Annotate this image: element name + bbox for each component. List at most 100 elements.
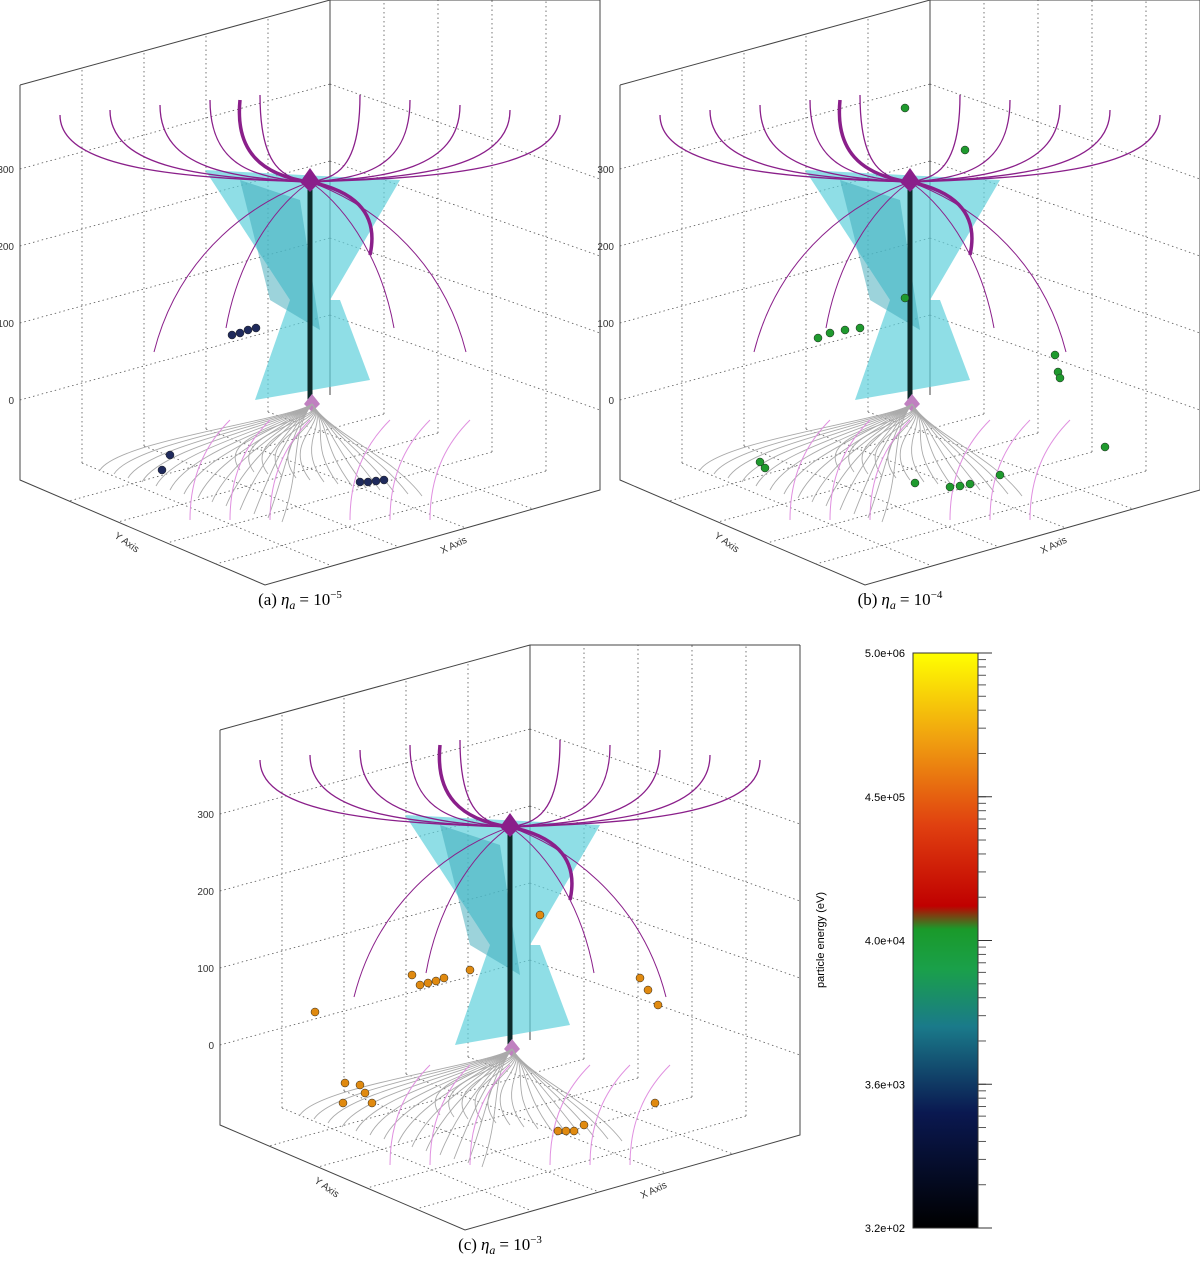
colorbar-tick-label: 3.6e+03 (865, 1079, 905, 1091)
field-line (313, 1048, 513, 1120)
z-tick-label: 100 (0, 319, 14, 330)
field-line (881, 403, 913, 523)
field-line (867, 403, 913, 519)
caption-label: (b) (858, 590, 878, 609)
caption: (a) ηa = 10−5 (258, 589, 342, 612)
field-line (589, 1064, 631, 1166)
caption-subscript: a (489, 1243, 495, 1257)
field-line (109, 109, 311, 183)
box-edge (19, 0, 600, 86)
grid-line (815, 470, 1147, 565)
caption-exponent: −4 (931, 589, 943, 601)
particle (415, 980, 425, 990)
field-line (237, 99, 311, 184)
particle (355, 1080, 365, 1090)
caption-subscript: a (890, 598, 896, 612)
grid-line (929, 237, 1200, 334)
grid-line (529, 882, 801, 979)
field-line (309, 754, 511, 828)
particle (157, 465, 167, 475)
caption-subscript: a (289, 598, 295, 612)
caption-relation: = 10 (499, 1235, 530, 1254)
field-line (481, 1048, 513, 1168)
particle (1055, 373, 1065, 383)
particle (439, 973, 449, 983)
grid-line (405, 1073, 667, 1174)
field-line (509, 749, 661, 828)
field-line (709, 109, 911, 183)
field-line (753, 181, 911, 353)
field-line (713, 403, 913, 475)
field-line (389, 419, 431, 521)
field-line (909, 99, 1011, 183)
field-line (909, 180, 974, 256)
particle (825, 328, 835, 338)
x-axis-label: X Axis (639, 1180, 669, 1202)
field-line (911, 403, 1023, 497)
grid-line (929, 83, 1200, 180)
z-tick-label: 200 (197, 887, 214, 898)
caption-exponent: −3 (530, 1234, 542, 1246)
particle (995, 470, 1005, 480)
grid-line (529, 805, 801, 902)
field-line (829, 419, 871, 521)
grid-line (805, 428, 1067, 529)
field-line (809, 99, 911, 183)
field-line (349, 419, 391, 521)
field-line (909, 114, 1161, 183)
caption-symbol: η (881, 590, 889, 609)
particle (643, 985, 653, 995)
field-line (861, 403, 915, 475)
field-line (769, 403, 913, 491)
field-line (909, 181, 1067, 353)
z-tick-label: 0 (8, 396, 14, 407)
field-line (383, 1048, 513, 1140)
field-line (309, 104, 461, 183)
field-line (741, 403, 913, 483)
field-line (113, 403, 313, 475)
field-line (225, 403, 313, 507)
grid-line (766, 451, 1093, 544)
z-tick-label: 300 (0, 165, 14, 176)
field-line (239, 403, 313, 511)
z-tick-label: 100 (597, 319, 614, 330)
x-axis-label: X Axis (1039, 535, 1069, 557)
field-line (248, 403, 315, 473)
grid-line (205, 428, 467, 529)
box-edge (219, 645, 801, 1231)
box-edge (619, 0, 1200, 86)
particle (1100, 442, 1110, 452)
field-line (225, 181, 311, 329)
particle (553, 1126, 563, 1136)
z-tick-label: 0 (208, 1041, 214, 1052)
field-line (837, 99, 911, 184)
field-line (755, 403, 913, 487)
colorbar-tick-label: 4.0e+04 (865, 936, 905, 948)
field-line (909, 94, 961, 183)
grid-line (117, 432, 439, 523)
field-line (411, 1048, 513, 1148)
grid-line (81, 462, 333, 567)
field-line (309, 180, 374, 256)
y-axis-label: Y Axis (312, 1176, 341, 1201)
caption-symbol: η (281, 590, 289, 609)
field-line (189, 419, 231, 521)
field-line (183, 403, 313, 495)
particle (755, 457, 765, 467)
particle (165, 450, 175, 460)
field-line (783, 403, 913, 495)
grid-line (329, 314, 601, 411)
particle (355, 477, 365, 487)
field-line (899, 403, 917, 481)
field-line (989, 419, 1031, 521)
grid-line (929, 160, 1200, 257)
field-line (509, 759, 761, 828)
particle (965, 479, 975, 489)
field-line (461, 1048, 515, 1120)
grid-line (467, 1056, 734, 1155)
field-line (389, 1064, 431, 1166)
y-axis-label: Y Axis (112, 531, 141, 556)
grid-line (267, 411, 534, 510)
field-line (797, 403, 913, 499)
